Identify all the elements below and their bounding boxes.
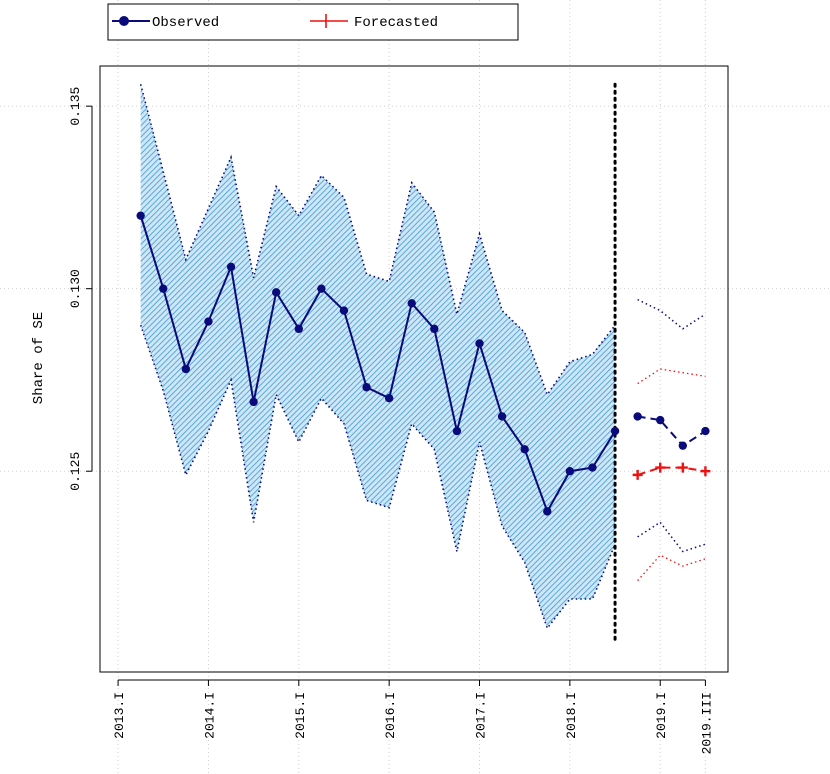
forecast-observed-line (637, 415, 706, 448)
forecasted-point (632, 469, 643, 480)
x-tick-label: 2017.I (474, 692, 489, 739)
x-tick-label: 2019.I (654, 692, 669, 739)
y-tick-label: 0.135 (68, 87, 83, 126)
observed-point (543, 507, 552, 516)
observed-point (249, 397, 258, 407)
observed-point (610, 426, 620, 436)
confidence-band (139, 84, 616, 630)
x-tick-label: 2014.I (202, 692, 217, 739)
x-tick-label: 2016.I (383, 692, 398, 739)
forecast-observed-point (656, 415, 665, 425)
observed-point (475, 339, 484, 348)
x-tick-label: 2018.I (564, 692, 579, 739)
forecast-observed-upper (637, 298, 706, 330)
forecast-observed-point (678, 441, 688, 450)
y-tick-label: 0.130 (68, 269, 83, 308)
observed-point (430, 324, 439, 334)
forecasted-point (677, 462, 688, 473)
y-axis: 0.125 0.130 0.135 (68, 87, 93, 491)
observed-point (204, 317, 213, 326)
y-axis-label: Share of SE (31, 312, 47, 404)
legend: Observed Forecasted (107, 3, 519, 41)
observed-point (588, 463, 597, 472)
observed-point (294, 324, 303, 334)
observed-point (384, 394, 394, 403)
forecasted-upper (637, 368, 706, 385)
observed-point (565, 467, 575, 476)
x-tick-label: 2015.I (293, 692, 308, 739)
observed-point (226, 262, 236, 271)
band-upper-edge (139, 84, 616, 397)
forecast-observed-point (633, 412, 642, 421)
observed-point (272, 288, 281, 297)
observed-point (136, 211, 145, 220)
forecasted-point (655, 462, 666, 473)
plot-frame (99, 65, 729, 673)
forecasted-point (700, 466, 711, 477)
series-lines (139, 82, 706, 645)
observed-line (139, 215, 616, 514)
y-tick-label: 0.125 (68, 452, 83, 491)
observed-point (362, 383, 371, 392)
observed-point (407, 299, 416, 308)
x-tick-label: 2013.I (112, 692, 127, 739)
legend-forecasted-label: Forecasted (354, 15, 438, 31)
x-tick-label: 2019.III (699, 692, 714, 754)
legend-box (107, 3, 519, 41)
series-markers (136, 211, 711, 516)
forecasted-line (637, 466, 706, 476)
forecasted-lower (637, 554, 706, 582)
observed-point (497, 412, 507, 421)
observed-point (317, 284, 326, 293)
band-area (140, 84, 616, 629)
observed-point (181, 364, 191, 374)
legend-observed-marker (119, 16, 129, 26)
observed-point (452, 426, 462, 436)
forecast-observed-lower (637, 521, 706, 553)
observed-point (159, 284, 168, 293)
observed-point (520, 445, 529, 454)
forecast-observed-point (701, 426, 710, 436)
x-axis: 2013.I 2014.I 2015.I 2016.I 2017.I 2018.I 2019… (112, 679, 714, 754)
legend-observed-label: Observed (152, 15, 219, 31)
observed-point (339, 306, 349, 315)
